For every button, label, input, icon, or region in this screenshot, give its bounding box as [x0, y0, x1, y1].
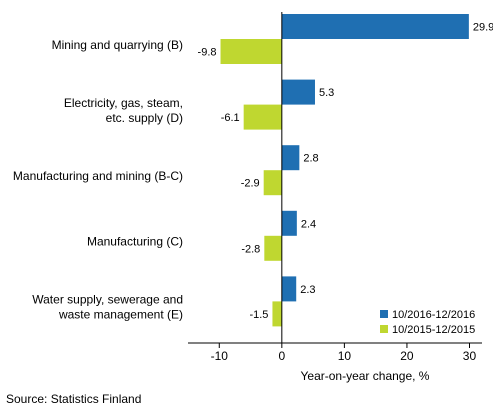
x-tick-label-1: -10 — [211, 349, 229, 363]
bar-s2-c3 — [263, 170, 282, 196]
data-label-s1-c4: 2.4 — [301, 218, 316, 230]
legend-swatch-2 — [380, 325, 388, 333]
bar-s1-c5 — [281, 276, 297, 302]
x-tick-label-5: 30 — [463, 349, 477, 363]
source-note: Source: Statistics Finland — [6, 392, 142, 406]
data-label-s2-c1: -9.8 — [198, 47, 217, 59]
x-tick-label-4: 20 — [400, 349, 414, 363]
legend: 10/2016-12/2016 10/2015-12/2015 — [380, 309, 475, 336]
bars-layer — [220, 14, 469, 327]
x-tick-label-3: 10 — [338, 349, 352, 363]
bar-s2-c4 — [264, 235, 282, 261]
x-axis: -10 0 10 20 30 — [188, 12, 482, 363]
bar-s2-c1 — [220, 39, 282, 64]
labels-layer: 29.9 -9.8 Mining and quarrying (B) 5.3 -6.1 E… — [13, 22, 493, 322]
bar-s1-c3 — [281, 145, 300, 171]
category-label-5-line2: waste management (E) — [58, 308, 183, 322]
category-label-2-line2: etc. supply (D) — [106, 111, 183, 125]
data-label-s1-c2: 5.3 — [319, 87, 334, 99]
bar-s2-c2 — [243, 104, 282, 130]
data-label-s2-c2: -6.1 — [221, 112, 240, 124]
bar-s1-c1 — [281, 14, 469, 39]
data-label-s1-c3: 2.8 — [303, 153, 318, 165]
bar-s1-c4 — [281, 210, 297, 236]
data-label-s2-c3: -2.9 — [241, 178, 260, 190]
category-label-4: Manufacturing (C) — [87, 235, 183, 249]
data-label-s1-c5: 2.3 — [300, 284, 315, 296]
data-label-s1-c1: 29.9 — [473, 22, 493, 34]
bar-s2-c5 — [272, 301, 282, 327]
data-label-s2-c5: -1.5 — [249, 309, 268, 321]
bar-s1-c2 — [281, 79, 315, 105]
legend-swatch-1 — [380, 310, 388, 318]
category-label-1: Mining and quarrying (B) — [52, 38, 183, 52]
category-label-5-line1: Water supply, sewerage and — [32, 293, 183, 307]
category-label-3: Manufacturing and mining (B-C) — [13, 169, 183, 183]
data-label-s2-c4: -2.8 — [241, 243, 260, 255]
x-axis-title: Year-on-year change, % — [301, 369, 430, 383]
legend-label-1: 10/2016-12/2016 — [392, 309, 475, 321]
legend-label-2: 10/2015-12/2015 — [392, 324, 475, 336]
category-label-2-line1: Electricity, gas, steam, — [64, 96, 183, 110]
x-tick-label-2: 0 — [278, 349, 285, 363]
